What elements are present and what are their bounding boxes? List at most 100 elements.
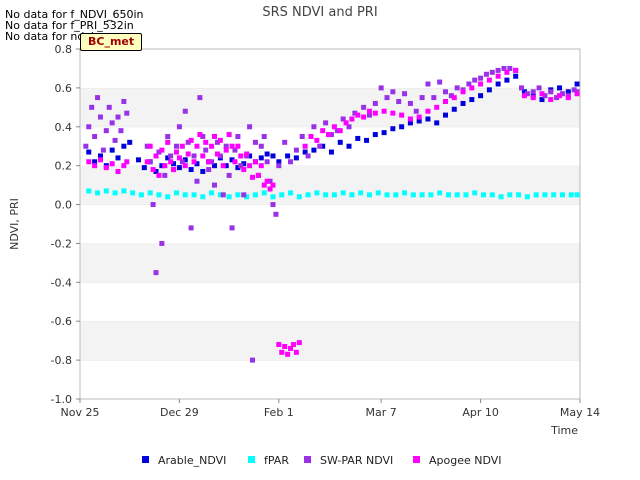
data-points — [83, 65, 580, 363]
data-point — [539, 91, 545, 97]
data-point — [165, 134, 171, 139]
data-point — [270, 153, 276, 159]
data-point — [524, 91, 530, 97]
data-point — [235, 134, 241, 139]
data-point — [352, 110, 358, 116]
data-point — [378, 85, 384, 91]
data-point — [92, 163, 98, 169]
data-point — [92, 134, 98, 139]
data-point — [185, 139, 191, 145]
data-point — [574, 91, 580, 97]
data-point — [115, 155, 121, 161]
x-axis: Nov 25 Dec 29 Feb 1 Mar 7 Apr 10 May 14 — [61, 399, 600, 419]
data-point — [507, 65, 513, 71]
data-point — [264, 159, 270, 165]
data-point — [226, 132, 232, 138]
data-point — [416, 118, 422, 124]
y-tick-label: 0.0 — [55, 199, 73, 212]
data-point — [302, 149, 308, 155]
data-point — [548, 89, 554, 95]
data-point — [346, 143, 352, 149]
data-point — [323, 120, 329, 126]
data-point — [337, 139, 343, 145]
data-point — [121, 188, 127, 194]
grid-band — [80, 87, 580, 127]
data-point — [442, 99, 448, 104]
legend-swatch — [413, 456, 420, 463]
data-point — [203, 147, 209, 153]
data-point — [103, 128, 109, 134]
data-point — [355, 112, 361, 118]
data-point — [311, 147, 317, 153]
data-point — [372, 132, 378, 138]
data-point — [89, 104, 95, 110]
data-point — [299, 134, 305, 139]
data-point — [279, 192, 285, 198]
data-point — [162, 163, 168, 169]
data-point — [212, 163, 218, 169]
data-point — [194, 161, 200, 167]
data-point — [331, 192, 337, 198]
data-point — [288, 190, 294, 196]
data-point — [366, 192, 372, 198]
data-point — [191, 159, 197, 165]
data-point — [188, 167, 194, 173]
data-point — [399, 112, 405, 118]
data-point — [214, 139, 220, 145]
data-point — [194, 178, 200, 184]
data-point — [504, 69, 510, 75]
data-point — [279, 349, 285, 355]
data-point — [258, 155, 264, 161]
data-point — [565, 89, 571, 95]
data-point — [168, 153, 174, 159]
data-point — [501, 65, 507, 71]
data-point — [507, 192, 513, 198]
data-point — [223, 147, 229, 153]
data-point — [384, 192, 390, 198]
data-point — [472, 77, 478, 83]
data-point — [349, 192, 355, 198]
data-point — [296, 340, 302, 346]
data-point — [381, 130, 387, 136]
data-point — [276, 342, 282, 348]
data-point — [574, 192, 580, 198]
data-point — [229, 143, 235, 149]
x-tick-label: Mar 7 — [366, 406, 397, 419]
data-point — [95, 95, 101, 101]
data-point — [521, 93, 527, 99]
data-point — [247, 163, 253, 169]
x-tick-label: May 14 — [560, 406, 600, 419]
data-point — [200, 134, 206, 139]
data-point — [214, 151, 220, 157]
data-point — [106, 104, 112, 110]
data-point — [261, 182, 267, 188]
data-point — [241, 161, 247, 167]
data-point — [320, 128, 326, 134]
data-point — [212, 134, 218, 139]
data-point — [495, 73, 501, 79]
legend-item: Arable_NDVI — [142, 454, 226, 467]
data-point — [451, 106, 457, 112]
data-point — [220, 163, 226, 169]
data-point — [349, 116, 355, 122]
data-point — [478, 75, 484, 81]
legend-label: fPAR — [264, 454, 289, 467]
data-point — [419, 95, 425, 101]
data-point — [454, 85, 460, 91]
data-point — [460, 100, 466, 106]
data-point — [138, 192, 144, 198]
data-point — [176, 155, 182, 161]
data-point — [407, 120, 413, 126]
data-point — [97, 114, 103, 120]
data-point — [568, 192, 574, 198]
data-point — [179, 143, 185, 149]
x-tick-label: Feb 1 — [264, 406, 294, 419]
legend-label: Arable_NDVI — [158, 454, 226, 467]
data-point — [121, 143, 127, 149]
data-point — [542, 93, 548, 99]
data-point — [247, 124, 253, 130]
data-point — [191, 192, 197, 198]
data-point — [182, 108, 188, 114]
data-point — [124, 159, 130, 165]
data-point — [533, 192, 539, 198]
